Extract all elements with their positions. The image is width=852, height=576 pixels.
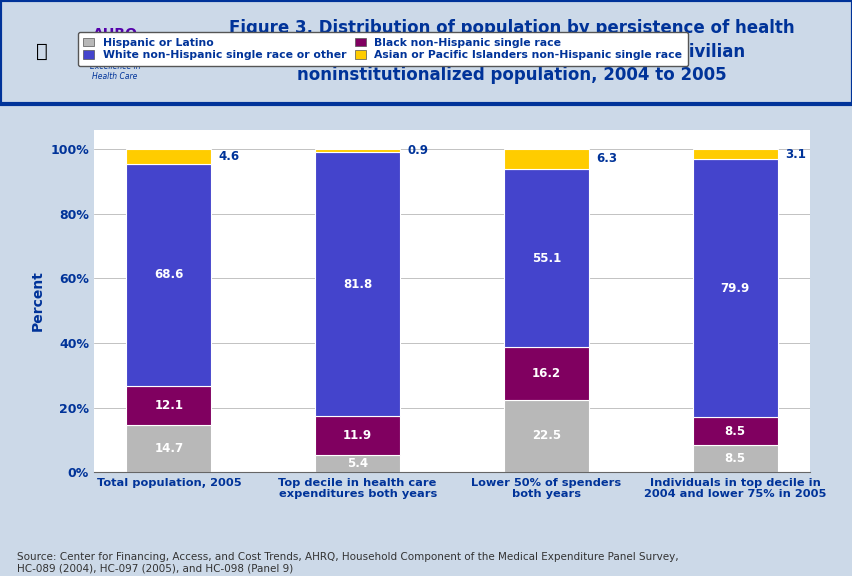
Text: Advancing
Excellence in
Health Care: Advancing Excellence in Health Care [89,51,141,81]
Text: 5.4: 5.4 [347,457,368,470]
Text: 11.9: 11.9 [343,429,371,442]
Text: 6.3: 6.3 [596,153,617,165]
Bar [315,152,400,416]
Bar [692,418,777,445]
Bar [315,455,400,472]
Text: 55.1: 55.1 [532,252,561,264]
Bar [315,149,400,152]
Bar [504,347,588,400]
Text: 81.8: 81.8 [343,278,371,291]
Bar [315,416,400,455]
Text: AHRQ: AHRQ [93,27,137,41]
Bar [126,386,211,425]
Bar [692,159,777,418]
Text: 14.7: 14.7 [154,442,183,455]
Text: 8.5: 8.5 [724,425,745,438]
Text: 🦅: 🦅 [37,43,48,61]
Text: Source: Center for Financing, Access, and Cost Trends, AHRQ, Household Component: Source: Center for Financing, Access, an… [17,552,678,573]
Text: 8.5: 8.5 [724,452,745,465]
Bar [504,169,588,347]
Bar [692,445,777,472]
Bar [504,149,588,169]
Text: 68.6: 68.6 [154,268,183,281]
Legend: Hispanic or Latino, White non-Hispanic single race or other, Black non-Hispanic : Hispanic or Latino, White non-Hispanic s… [78,32,687,66]
Text: 4.6: 4.6 [219,150,239,163]
Bar [692,149,777,159]
Text: 22.5: 22.5 [532,430,561,442]
Text: 3.1: 3.1 [785,147,805,161]
Bar [126,425,211,472]
Bar [504,400,588,472]
Text: 12.1: 12.1 [154,399,183,412]
Bar [126,164,211,386]
Text: 0.9: 0.9 [407,144,429,157]
Text: Figure 3. Distribution of population by persistence of health
care expenditures : Figure 3. Distribution of population by … [228,19,794,85]
Text: 79.9: 79.9 [720,282,749,295]
Y-axis label: Percent: Percent [31,271,44,331]
Bar [126,149,211,164]
Text: 16.2: 16.2 [532,367,561,380]
